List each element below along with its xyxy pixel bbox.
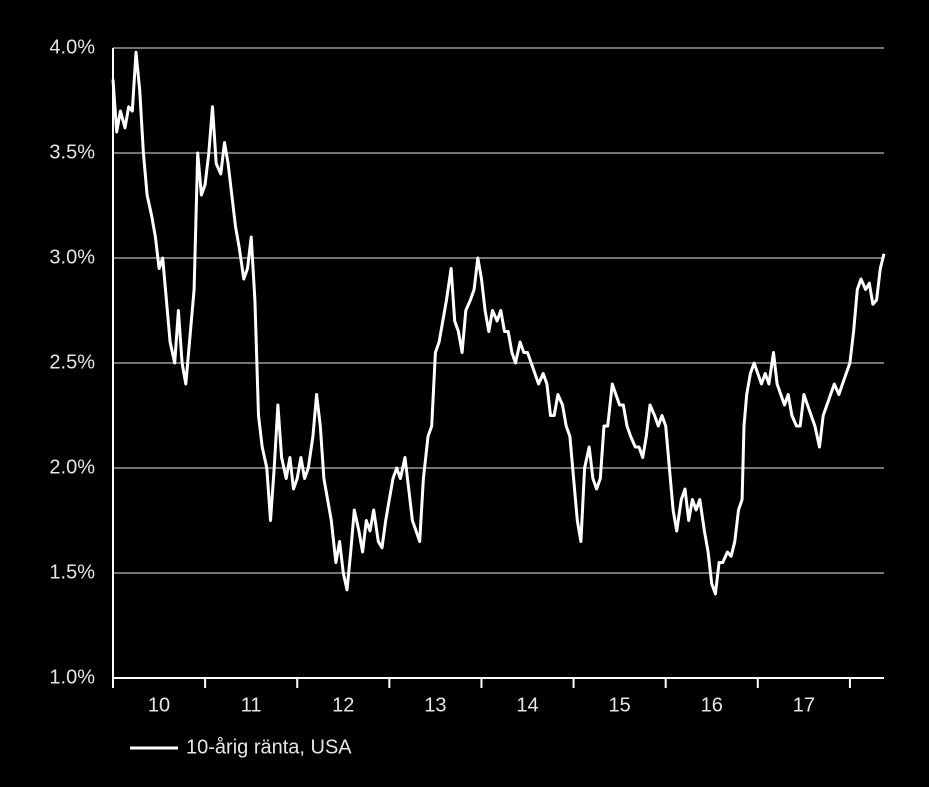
y-tick-label: 1.0% — [49, 666, 95, 688]
x-tick-label: 13 — [424, 694, 446, 716]
y-tick-label: 3.0% — [49, 246, 95, 268]
y-tick-label: 4.0% — [49, 36, 95, 58]
x-tick-label: 10 — [148, 694, 170, 716]
legend-label: 10-årig ränta, USA — [186, 736, 352, 758]
x-tick-label: 15 — [609, 694, 631, 716]
y-tick-label: 2.0% — [49, 456, 95, 478]
x-tick-label: 12 — [332, 694, 354, 716]
x-tick-label: 17 — [793, 694, 815, 716]
series-line — [111, 50, 886, 596]
x-tick-label: 16 — [701, 694, 723, 716]
y-tick-label: 2.5% — [49, 351, 95, 373]
y-tick-label: 1.5% — [49, 561, 95, 583]
x-tick-label: 11 — [241, 694, 262, 716]
x-tick-label: 14 — [516, 694, 538, 716]
y-tick-label: 3.5% — [49, 141, 95, 163]
